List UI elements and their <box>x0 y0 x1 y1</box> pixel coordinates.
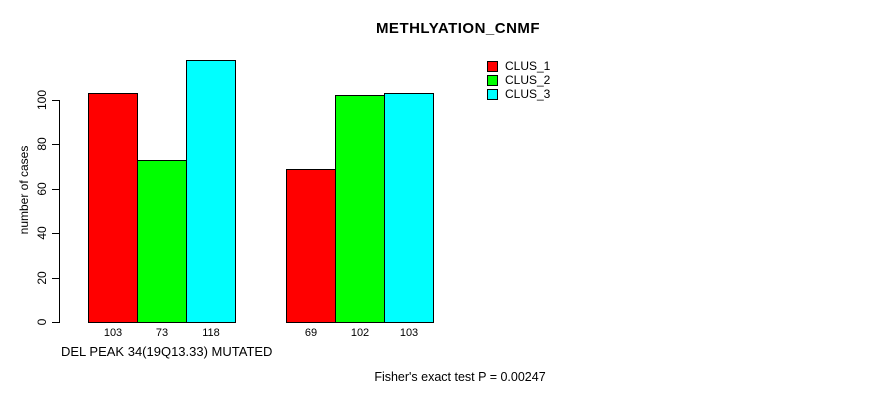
y-tick-label: 80 <box>35 137 49 151</box>
x-axis-label: DEL PEAK 34(19Q13.33) MUTATED <box>61 344 273 359</box>
bar-value-label: 102 <box>350 327 370 339</box>
y-tick-label: 20 <box>35 270 49 285</box>
y-axis-line <box>59 99 60 323</box>
bar-value-label: 69 <box>304 327 318 339</box>
y-tick <box>52 277 59 279</box>
legend-swatch-icon <box>487 89 498 100</box>
legend-item-clus_3: CLUS_3 <box>487 87 551 101</box>
y-tick <box>52 99 59 101</box>
chart-title: METHLYATION_CNMF <box>375 20 541 37</box>
legend-label: CLUS_3 <box>505 87 551 101</box>
bar-value-label: 103 <box>399 327 419 339</box>
bar-clus_1-group1 <box>88 93 138 323</box>
bar-value-label: 118 <box>202 327 220 339</box>
bar-value-label: 73 <box>155 327 169 339</box>
legend-item-clus_1: CLUS_1 <box>487 59 551 73</box>
bar-value-label: 103 <box>103 327 123 339</box>
y-tick-label: 40 <box>35 226 49 240</box>
y-tick-label: 60 <box>35 181 49 196</box>
y-tick <box>52 233 59 235</box>
legend: CLUS_1 CLUS_2 CLUS_3 <box>487 59 551 101</box>
footnote: Fisher's exact test P = 0.00247 <box>374 370 546 384</box>
y-tick-label: 100 <box>35 89 49 110</box>
bar-clus_3-group1 <box>186 59 236 323</box>
bar-clus_3-group2 <box>384 93 434 323</box>
y-tick <box>52 144 59 146</box>
y-axis-label: number of cases <box>17 145 31 235</box>
y-tick-label: 0 <box>35 318 49 326</box>
legend-label: CLUS_2 <box>505 73 551 87</box>
legend-swatch-icon <box>487 61 498 72</box>
legend-label: CLUS_1 <box>505 59 551 73</box>
legend-item-clus_2: CLUS_2 <box>487 73 551 87</box>
bar-clus_2-group2 <box>335 95 385 323</box>
y-tick <box>52 322 59 323</box>
y-tick <box>52 188 59 190</box>
bar-clus_2-group1 <box>137 159 187 323</box>
legend-swatch-icon <box>487 75 498 86</box>
bar-clus_1-group2 <box>286 168 336 323</box>
